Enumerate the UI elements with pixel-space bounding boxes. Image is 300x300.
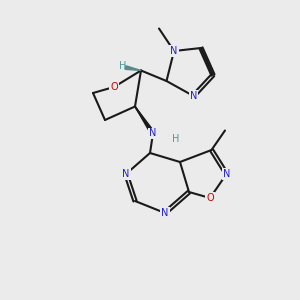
Text: N: N [223, 169, 230, 179]
Text: N: N [170, 46, 178, 56]
Text: H: H [119, 61, 127, 71]
Text: N: N [122, 169, 130, 179]
Text: O: O [110, 82, 118, 92]
Text: O: O [206, 193, 214, 203]
Text: H: H [172, 134, 179, 145]
Text: N: N [161, 208, 169, 218]
Text: N: N [190, 91, 197, 101]
Text: N: N [149, 128, 157, 139]
Polygon shape [135, 106, 155, 135]
Polygon shape [125, 66, 141, 70]
